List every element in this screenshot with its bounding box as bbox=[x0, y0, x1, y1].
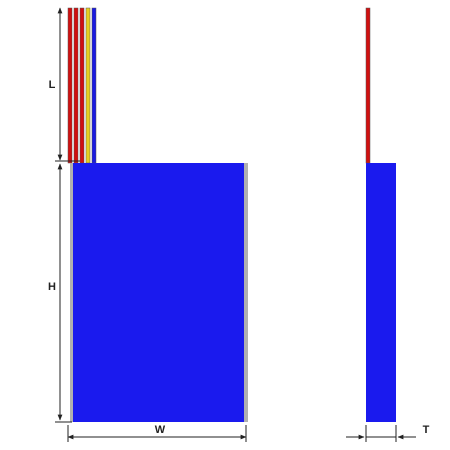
label-h: H bbox=[48, 281, 56, 293]
label-t: T bbox=[423, 424, 430, 436]
side-wire bbox=[365, 7, 371, 164]
label-w: W bbox=[155, 424, 166, 436]
front-body bbox=[73, 163, 244, 422]
dimensions bbox=[55, 7, 416, 442]
wires bbox=[67, 7, 97, 164]
side-body bbox=[366, 163, 396, 422]
label-l: L bbox=[49, 79, 56, 91]
